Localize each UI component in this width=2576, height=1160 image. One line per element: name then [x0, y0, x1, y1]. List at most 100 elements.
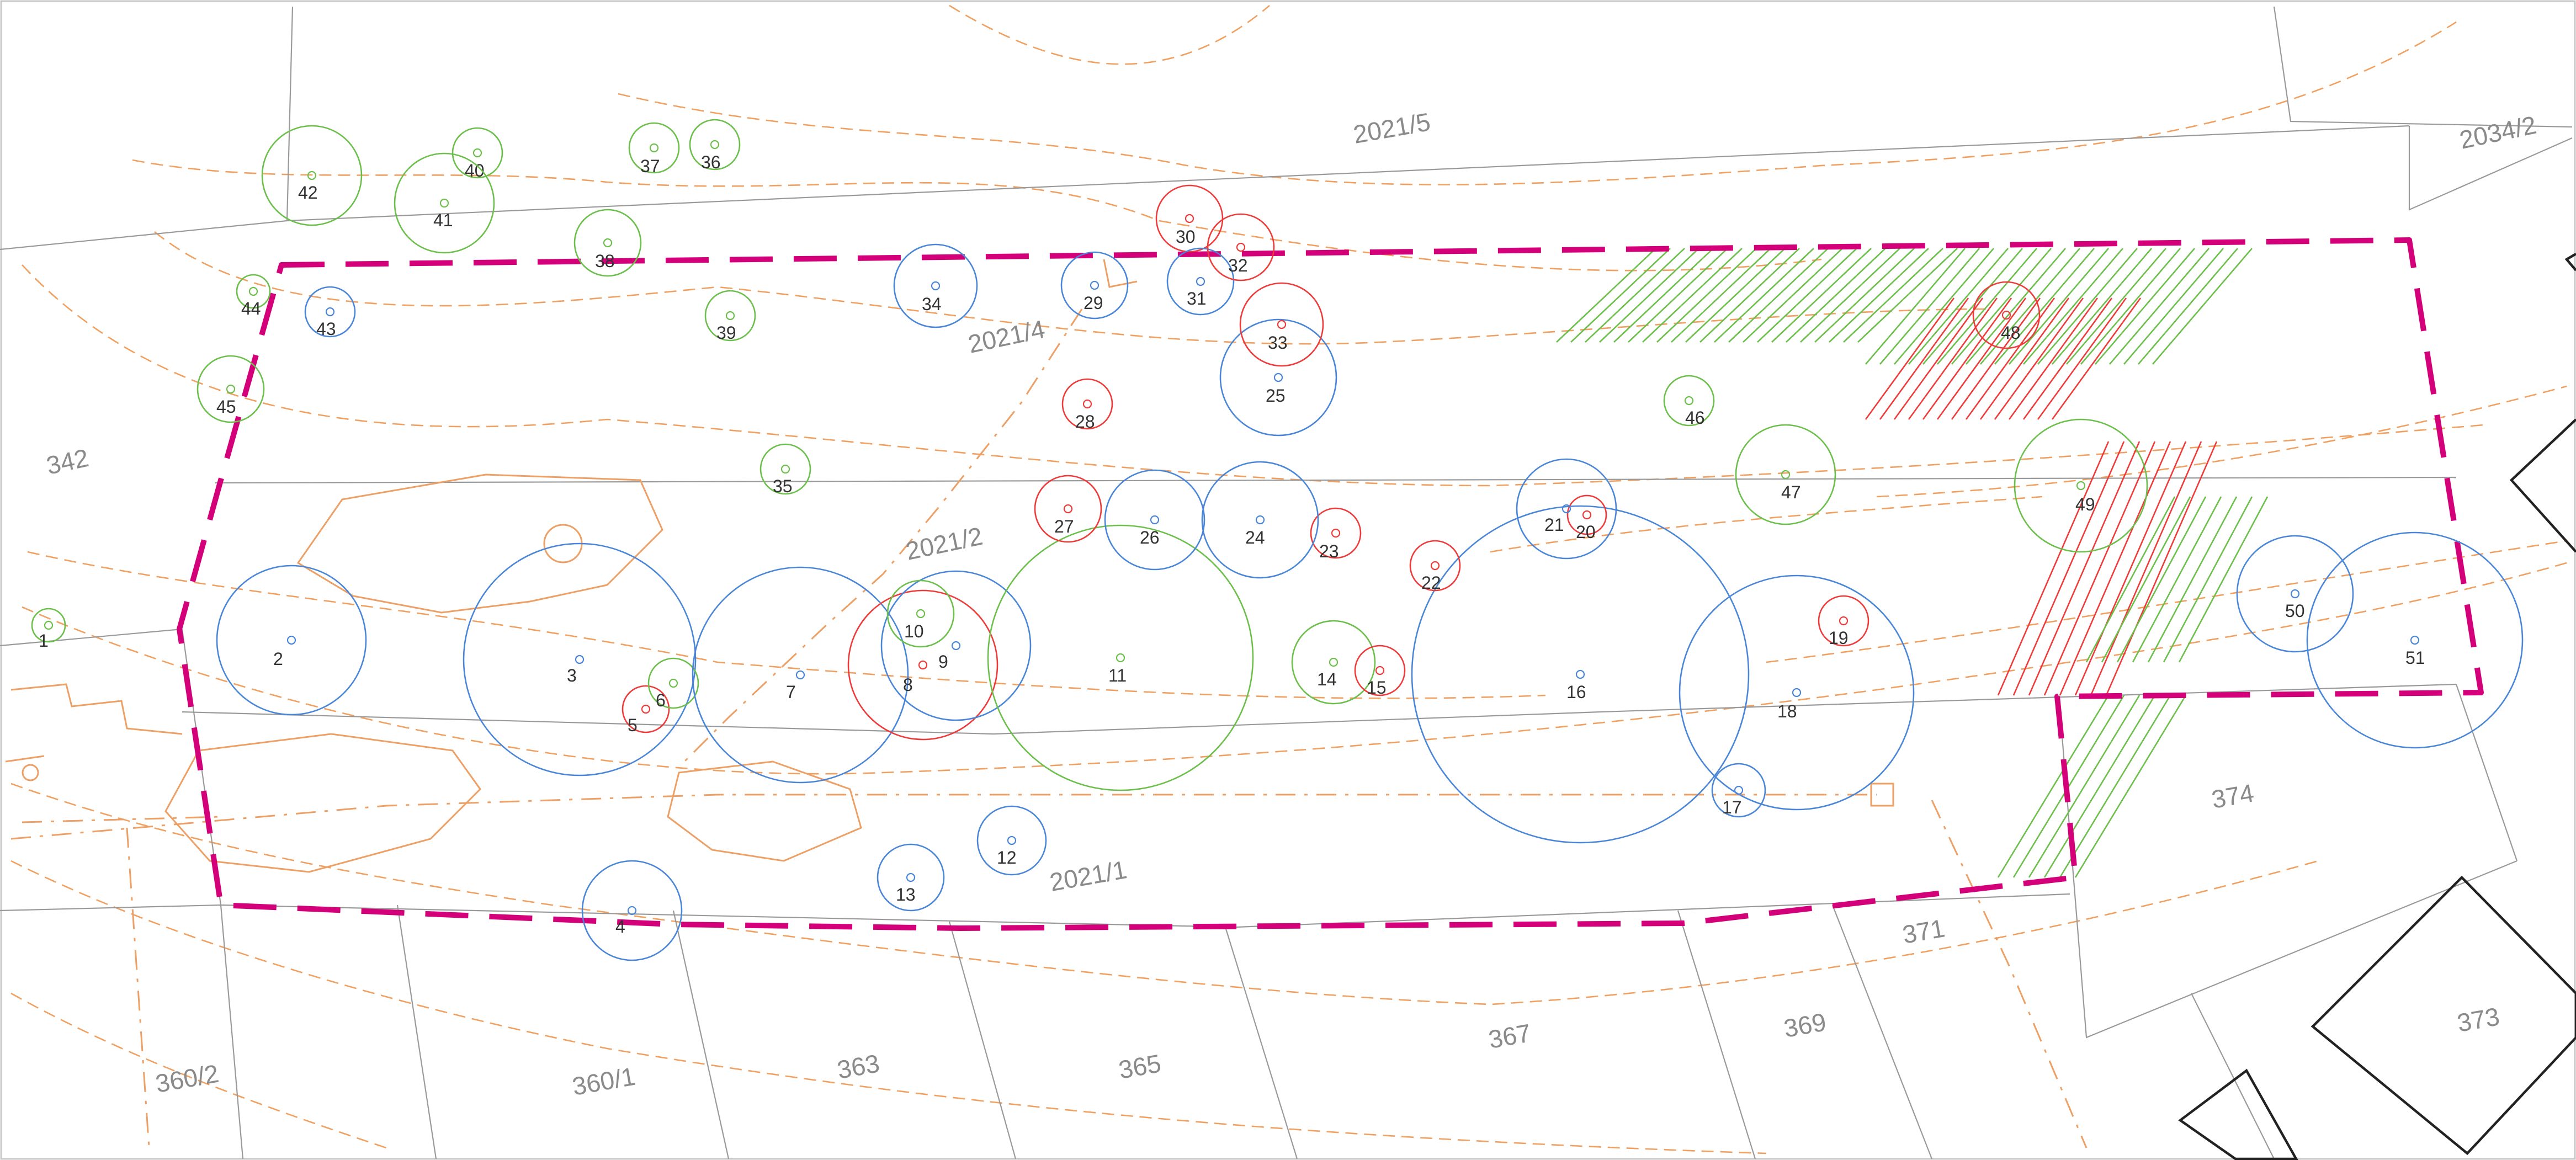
tree-canopy-circle[interactable]: [880, 570, 1032, 721]
tree-46[interactable]: 46: [1663, 375, 1715, 428]
tree-24[interactable]: 24: [1201, 461, 1319, 579]
tree-canopy-circle[interactable]: [1291, 620, 1376, 705]
tree-canopy-circle[interactable]: [1104, 469, 1205, 571]
parcel-label[interactable]: 342: [44, 443, 91, 480]
tree-canopy-circle[interactable]: [1310, 507, 1362, 559]
tree-canopy-circle[interactable]: [692, 566, 909, 784]
tree-33[interactable]: 33: [1239, 282, 1324, 367]
tree-38[interactable]: 38: [573, 209, 642, 277]
tree-canopy-circle[interactable]: [893, 243, 978, 328]
tree-canopy-circle[interactable]: [847, 589, 998, 741]
tree-10[interactable]: 10: [886, 579, 955, 648]
parcel-label[interactable]: 2021/5: [1351, 107, 1433, 149]
tree-canopy-circle[interactable]: [216, 565, 367, 716]
tree-49[interactable]: 49: [2014, 418, 2148, 553]
tree-canopy-circle[interactable]: [463, 542, 697, 776]
tree-36[interactable]: 36: [689, 119, 741, 172]
tree-canopy-circle[interactable]: [877, 843, 945, 912]
tree-44[interactable]: 44: [236, 274, 271, 318]
tree-canopy-circle[interactable]: [1239, 282, 1324, 367]
tree-47[interactable]: 47: [1735, 424, 1836, 525]
tree-canopy-circle[interactable]: [1061, 378, 1113, 430]
tree-23[interactable]: 23: [1310, 507, 1362, 561]
tree-canopy-circle[interactable]: [1411, 505, 1750, 844]
tree-canopy-circle[interactable]: [647, 657, 699, 709]
tree-29[interactable]: 29: [1060, 251, 1129, 320]
parcel-label[interactable]: 2021/4: [965, 315, 1047, 359]
tree-canopy-circle[interactable]: [31, 608, 66, 643]
tree-5[interactable]: 5: [622, 685, 670, 735]
parcel-label[interactable]: 2021/2: [903, 522, 985, 566]
tree-canopy-circle[interactable]: [1818, 595, 1869, 647]
parcel-label[interactable]: 360/2: [153, 1059, 221, 1098]
tree-canopy-circle[interactable]: [394, 152, 495, 254]
tree-canopy-circle[interactable]: [1166, 247, 1235, 316]
tree-4[interactable]: 4: [581, 860, 683, 961]
tree-15[interactable]: 15: [1354, 645, 1406, 698]
tree-canopy-circle[interactable]: [1219, 318, 1337, 437]
parcel-label[interactable]: 365: [1117, 1049, 1164, 1084]
tree-27[interactable]: 27: [1034, 475, 1102, 543]
tree-canopy-circle[interactable]: [704, 290, 756, 342]
parcel-label[interactable]: 374: [2209, 778, 2256, 814]
tree-canopy-circle[interactable]: [2236, 535, 2354, 653]
parcel-label[interactable]: 369: [1782, 1007, 1829, 1043]
tree-45[interactable]: 45: [196, 355, 265, 423]
tree-32[interactable]: 32: [1207, 213, 1275, 281]
tree-30[interactable]: 30: [1155, 184, 1224, 253]
parcel-label[interactable]: 371: [1900, 913, 1947, 949]
tree-canopy-circle[interactable]: [976, 805, 1047, 876]
tree-canopy-circle[interactable]: [2306, 531, 2524, 749]
tree-canopy-circle[interactable]: [628, 122, 680, 174]
tree-43[interactable]: 43: [304, 286, 356, 339]
tree-50[interactable]: 50: [2236, 535, 2354, 653]
tree-canopy-circle[interactable]: [1034, 475, 1102, 543]
tree-16[interactable]: 16: [1411, 505, 1750, 844]
tree-41[interactable]: 41: [394, 152, 495, 254]
tree-13[interactable]: 13: [877, 843, 945, 912]
tree-39[interactable]: 39: [704, 290, 756, 343]
tree-48[interactable]: 48: [1972, 281, 2041, 349]
parcel-label[interactable]: 367: [1486, 1018, 1533, 1054]
tree-canopy-circle[interactable]: [1060, 251, 1129, 320]
tree-6[interactable]: 6: [647, 657, 699, 710]
tree-1[interactable]: 1: [31, 608, 66, 651]
parcel-label[interactable]: 363: [835, 1049, 882, 1084]
tree-11[interactable]: 11: [987, 524, 1254, 791]
tree-42[interactable]: 42: [261, 125, 363, 226]
tree-12[interactable]: 12: [976, 805, 1047, 876]
tree-canopy-circle[interactable]: [1155, 184, 1224, 253]
tree-14[interactable]: 14: [1291, 620, 1376, 705]
tree-19[interactable]: 19: [1818, 595, 1869, 648]
parcel-label[interactable]: 2034/2: [2457, 110, 2538, 155]
tree-canopy-circle[interactable]: [1663, 375, 1715, 427]
tree-canopy-circle[interactable]: [1566, 494, 1607, 535]
parcel-label[interactable]: 360/1: [570, 1062, 638, 1101]
tree-17[interactable]: 17: [1711, 763, 1766, 818]
tree-canopy-circle[interactable]: [304, 286, 356, 338]
site-boundary[interactable]: [177, 237, 2484, 931]
tree-18[interactable]: 18: [1679, 574, 1915, 811]
tree-7[interactable]: 7: [692, 566, 909, 784]
tree-22[interactable]: 22: [1409, 540, 1461, 593]
tree-31[interactable]: 31: [1166, 247, 1235, 316]
parcel-label[interactable]: 2021/1: [1048, 855, 1129, 897]
tree-canopy-circle[interactable]: [1735, 424, 1836, 525]
tree-canopy-circle[interactable]: [581, 860, 683, 961]
parcel-label[interactable]: 373: [2455, 1002, 2502, 1037]
tree-37[interactable]: 37: [628, 122, 680, 176]
tree-canopy-circle[interactable]: [622, 685, 670, 733]
tree-canopy-circle[interactable]: [196, 355, 265, 423]
tree-canopy-circle[interactable]: [987, 524, 1254, 791]
tree-20[interactable]: 20: [1566, 494, 1607, 542]
tree-26[interactable]: 26: [1104, 469, 1205, 571]
tree-canopy-circle[interactable]: [1679, 574, 1915, 811]
tree-canopy-circle[interactable]: [1711, 763, 1766, 818]
tree-canopy-circle[interactable]: [1972, 281, 2041, 349]
tree-9[interactable]: 9: [880, 570, 1032, 721]
tree-canopy-circle[interactable]: [1207, 213, 1275, 281]
tree-canopy-circle[interactable]: [689, 119, 741, 171]
tree-25[interactable]: 25: [1219, 318, 1337, 437]
tree-canopy-circle[interactable]: [452, 127, 503, 179]
tree-canopy-circle[interactable]: [759, 443, 811, 495]
